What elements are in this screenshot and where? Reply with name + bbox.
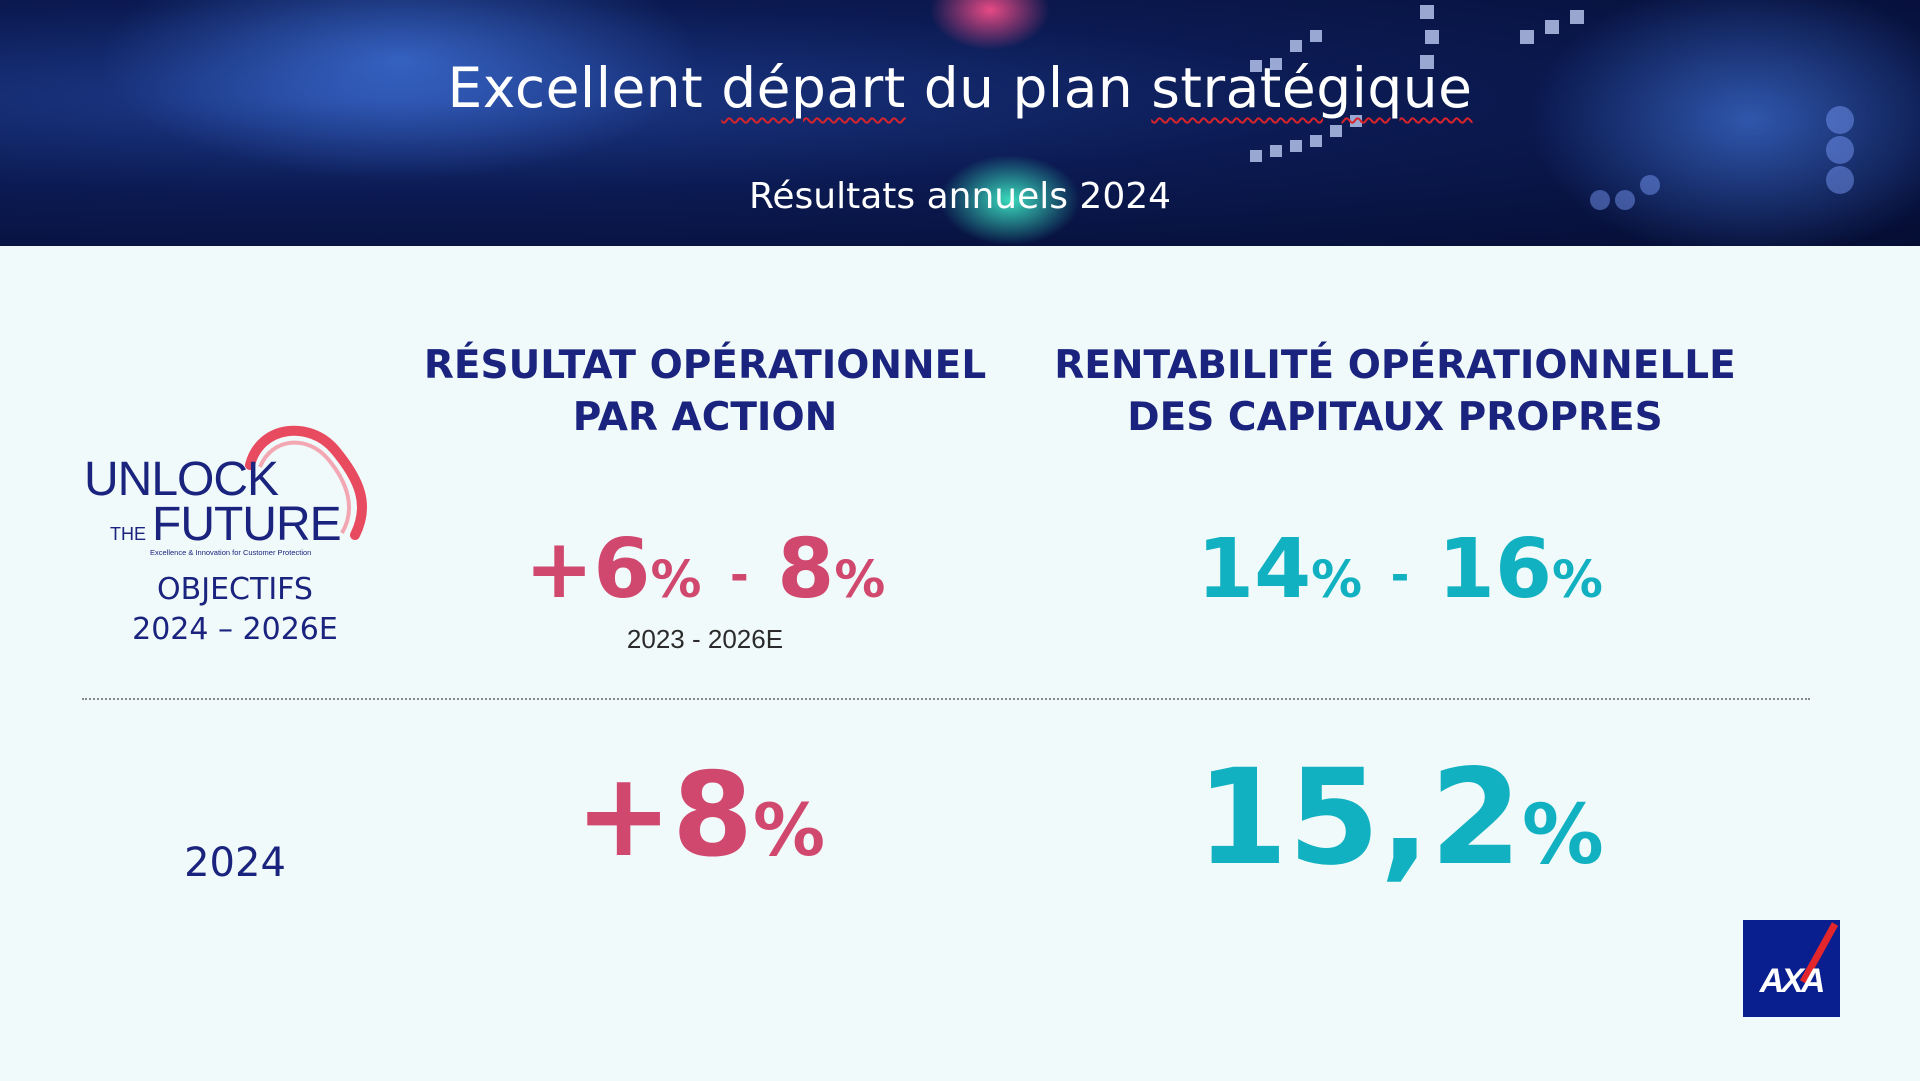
eps-actual-value: +8% — [575, 748, 825, 883]
logo-text-future: FUTURE — [152, 498, 341, 551]
roe-target-range: 14% - 16% — [1197, 522, 1603, 617]
logo-text-unlock: UNLOCK — [84, 453, 279, 506]
year-label: 2024 — [184, 840, 286, 886]
column-heading-eps: RÉSULTAT OPÉRATIONNEL PAR ACTION — [390, 340, 1020, 444]
objectives-label: OBJECTIFS — [157, 572, 313, 607]
objectives-period: 2024 – 2026E — [132, 612, 338, 647]
logo-tagline: Excellence & Innovation for Customer Pro… — [150, 548, 311, 557]
page-title: Excellent départ du plan stratégique — [447, 56, 1473, 120]
roe-actual-value: 15,2% — [1196, 741, 1604, 895]
column-heading-roe: RENTABILITÉ OPÉRATIONNELLE DES CAPITAUX … — [1030, 340, 1760, 444]
column-heading-eps-line2: PAR ACTION — [572, 395, 838, 440]
section-divider — [82, 698, 1810, 700]
column-heading-eps-line1: RÉSULTAT OPÉRATIONNEL — [423, 343, 987, 388]
header-banner: Excellent départ du plan stratégique Rés… — [0, 0, 1920, 246]
eps-target-high: 8 — [777, 522, 835, 617]
eps-target-low: +6 — [524, 522, 651, 617]
axa-logo-text: AXA — [1759, 962, 1824, 1000]
unlock-the-future-logo: UNLOCK THE FUTURE Excellence & Innovatio… — [84, 425, 368, 557]
axa-logo: AXA — [1743, 920, 1840, 1017]
banner-background-graphic — [100, 0, 1920, 246]
eps-target-range: +6% - 8% — [524, 522, 886, 617]
roe-target-high: 16 — [1437, 522, 1553, 617]
page-subtitle: Résultats annuels 2024 — [748, 176, 1172, 217]
logo-text-the: THE — [110, 524, 146, 544]
axa-logo-mark: AXA — [1759, 922, 1839, 1000]
column-heading-roe-line2: DES CAPITAUX PROPRES — [1127, 395, 1663, 440]
roe-target-low: 14 — [1197, 522, 1312, 617]
eps-target-period: 2023 - 2026E — [626, 624, 784, 654]
column-heading-roe-line1: RENTABILITÉ OPÉRATIONNELLE — [1054, 343, 1736, 388]
